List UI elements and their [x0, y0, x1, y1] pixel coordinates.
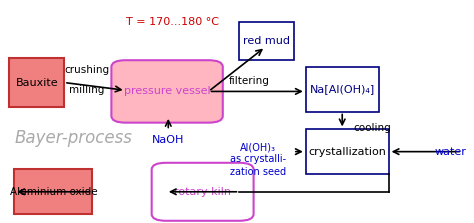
Text: T = 170...180 °C: T = 170...180 °C: [126, 17, 219, 27]
FancyBboxPatch shape: [152, 163, 254, 221]
Text: filtering: filtering: [228, 76, 269, 86]
Text: pressure vessel: pressure vessel: [124, 87, 210, 96]
Text: cooling: cooling: [353, 123, 391, 133]
FancyBboxPatch shape: [306, 129, 389, 174]
FancyBboxPatch shape: [111, 60, 223, 123]
FancyBboxPatch shape: [239, 22, 294, 60]
Text: Aluminium oxide: Aluminium oxide: [9, 187, 97, 197]
FancyBboxPatch shape: [306, 67, 379, 112]
Text: NaOH: NaOH: [152, 136, 184, 145]
Text: Bayer-process: Bayer-process: [14, 129, 132, 147]
Text: Na[Al(OH)₄]: Na[Al(OH)₄]: [310, 84, 375, 94]
Text: water: water: [435, 147, 467, 157]
FancyBboxPatch shape: [9, 58, 64, 107]
Text: red mud: red mud: [243, 36, 290, 46]
Text: crystallization: crystallization: [308, 147, 386, 157]
FancyBboxPatch shape: [14, 169, 92, 214]
Text: rotary kiln: rotary kiln: [174, 187, 231, 197]
Text: crushing: crushing: [64, 65, 109, 75]
Text: Bauxite: Bauxite: [16, 78, 58, 87]
Text: milling: milling: [69, 85, 104, 95]
Text: Al(OH)₃
as crystalli-
zation seed: Al(OH)₃ as crystalli- zation seed: [230, 142, 286, 177]
